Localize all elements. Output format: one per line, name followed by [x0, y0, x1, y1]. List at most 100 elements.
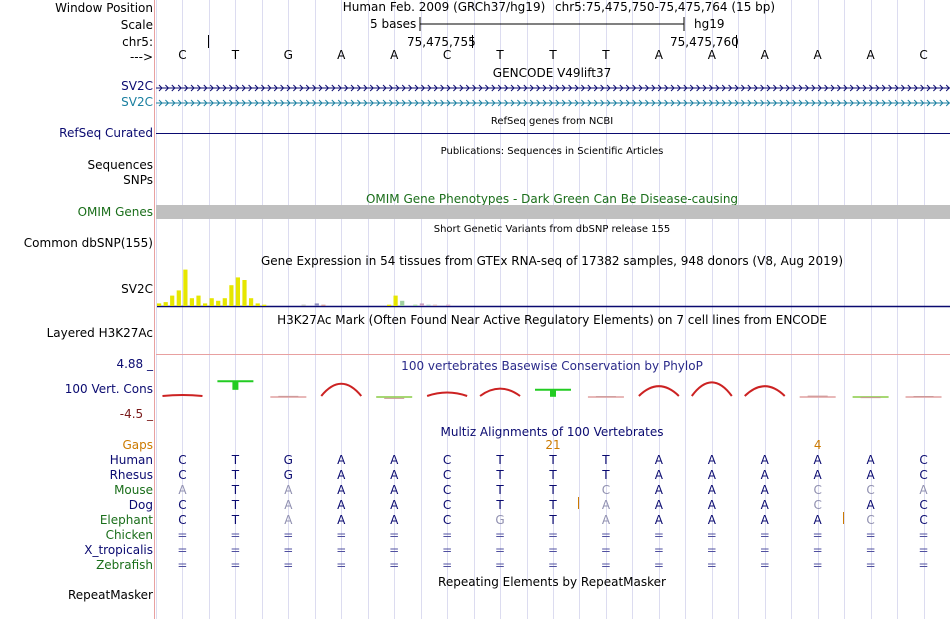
- strand-chevron: [805, 99, 810, 107]
- alignment-base: A: [866, 498, 875, 512]
- strand-chevron: [267, 84, 272, 92]
- strand-chevron: [683, 99, 688, 107]
- gtex-bar: [196, 295, 201, 306]
- alignment-base: =: [706, 558, 717, 572]
- gencode-track-label-1[interactable]: SV2C: [121, 79, 153, 93]
- strand-chevron: [472, 99, 477, 107]
- snps-track-label[interactable]: SNPs: [123, 173, 153, 187]
- alignment-base: A: [866, 468, 875, 482]
- alignment-base: =: [230, 543, 241, 557]
- strand-chevron: [427, 84, 432, 92]
- strand-chevron: [561, 99, 566, 107]
- gtex-bar: [387, 304, 392, 306]
- strand-chevron: [869, 84, 874, 92]
- strand-chevron: [177, 99, 182, 107]
- alignment-base: C: [442, 453, 452, 467]
- strand-chevron: [677, 84, 682, 92]
- alignment-base: A: [390, 483, 399, 497]
- strand-chevron: [229, 99, 234, 107]
- dbsnp-track-label[interactable]: Common dbSNP(155): [23, 236, 153, 250]
- alignment-base: =: [812, 558, 823, 572]
- strand-chevron: [785, 99, 790, 107]
- sequence-base: C: [919, 48, 928, 62]
- alignment-base: T: [496, 468, 504, 482]
- gtex-bar: [170, 295, 175, 306]
- window-position-label: Window Position: [55, 1, 153, 15]
- omim-track-label[interactable]: OMIM Genes: [77, 205, 153, 219]
- coord-right: 75,475,760: [670, 35, 739, 49]
- alignment-base: =: [442, 558, 453, 572]
- species-label-chicken[interactable]: Chicken: [105, 528, 153, 542]
- strand-chevron: [389, 99, 394, 107]
- chrom-label: chr5:: [122, 35, 153, 49]
- alignment-base: T: [549, 483, 557, 497]
- alignment-base: C: [813, 498, 822, 512]
- strand-chevron: [273, 99, 278, 107]
- alignment-base: T: [231, 483, 240, 497]
- alignment-base: A: [919, 483, 928, 497]
- strand-chevron: [293, 99, 298, 107]
- strand-chevron: [165, 99, 170, 107]
- strand-chevron: [696, 99, 701, 107]
- strand-chevron: [369, 99, 374, 107]
- strand-chevron: [933, 99, 938, 107]
- alignment-base: C: [813, 483, 822, 497]
- strand-chevron: [523, 99, 528, 107]
- sequence-base: C: [178, 48, 187, 62]
- species-label-rhesus[interactable]: Rhesus: [109, 468, 153, 482]
- gtex-bar: [301, 304, 306, 306]
- strand-chevron: [625, 99, 630, 107]
- strand-chevron: [593, 99, 598, 107]
- sequence-base: T: [602, 48, 610, 62]
- phylop-track-label[interactable]: 100 Vert. Cons: [64, 382, 153, 396]
- strand-chevron: [414, 99, 419, 107]
- gtex-bar: [426, 304, 431, 306]
- alignment-base: A: [284, 498, 293, 512]
- strand-chevron: [894, 84, 899, 92]
- strand-chevron: [465, 99, 470, 107]
- gtex-track-title: Gene Expression in 54 tissues from GTEx …: [260, 254, 844, 268]
- alignment-base: =: [547, 558, 559, 572]
- strand-chevron: [849, 84, 854, 92]
- alignment-base: C: [442, 513, 452, 527]
- species-label-elephant[interactable]: Elephant: [99, 513, 153, 527]
- strand-chevron: [395, 99, 400, 107]
- strand-chevron: [248, 84, 253, 92]
- h3k27ac-track-label[interactable]: Layered H3K27Ac: [46, 326, 153, 340]
- strand-chevron: [350, 84, 355, 92]
- strand-chevron: [632, 84, 637, 92]
- strand-chevron: [216, 84, 221, 92]
- strand-chevron: [497, 84, 502, 92]
- species-label-human[interactable]: Human: [109, 453, 153, 467]
- gencode-track-label-2[interactable]: SV2C: [121, 95, 153, 109]
- alignment-base: A: [760, 498, 769, 512]
- strand-chevron: [267, 99, 272, 107]
- alignment-base: C: [919, 498, 928, 512]
- strand-chevron: [734, 99, 739, 107]
- strand-chevron: [331, 84, 336, 92]
- strand-chevron: [753, 99, 758, 107]
- strand-chevron: [632, 99, 637, 107]
- strand-chevron: [312, 84, 317, 92]
- refseq-track-label[interactable]: RefSeq Curated: [59, 126, 153, 140]
- alignment-base: T: [231, 513, 240, 527]
- gtex-track-label[interactable]: SV2C: [121, 282, 153, 296]
- strand-chevron: [280, 84, 285, 92]
- sequence-base: T: [231, 48, 240, 62]
- alignment-base: =: [600, 528, 611, 542]
- strand-chevron: [529, 99, 534, 107]
- publications-track-label[interactable]: Sequences: [87, 158, 153, 172]
- repeatmasker-track-label[interactable]: RepeatMasker: [67, 588, 153, 602]
- gtex-bar: [157, 303, 162, 306]
- species-label-zebrafish[interactable]: Zebrafish: [96, 558, 153, 572]
- alignment-base: A: [337, 498, 346, 512]
- alignment-base: T: [549, 453, 557, 467]
- alignment-base: A: [284, 483, 293, 497]
- strand-chevron: [286, 99, 291, 107]
- alignment-base: A: [707, 483, 716, 497]
- strand-chevron: [491, 84, 496, 92]
- species-label-dog[interactable]: Dog: [128, 498, 153, 512]
- species-label-mouse[interactable]: Mouse: [114, 483, 153, 497]
- publications-track-title: Publications: Sequences in Scientific Ar…: [440, 146, 664, 157]
- species-label-x_tropicalis[interactable]: X_tropicalis: [84, 543, 153, 557]
